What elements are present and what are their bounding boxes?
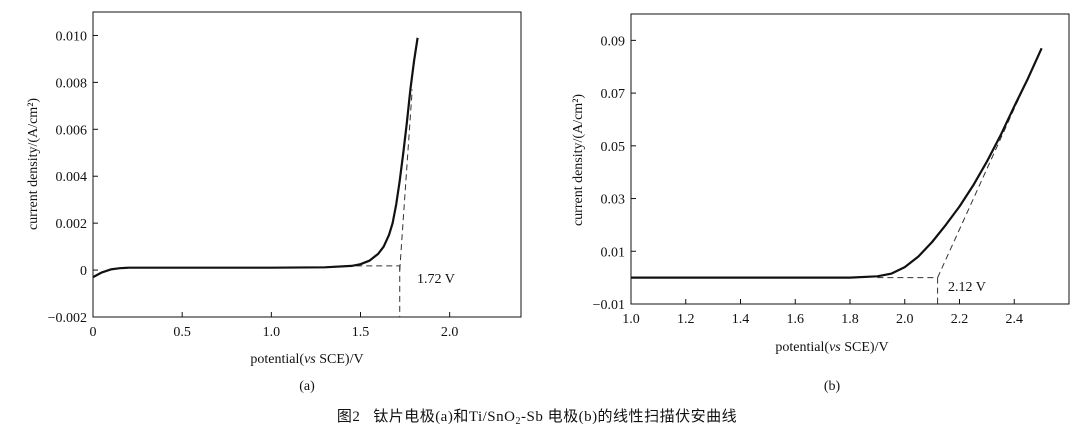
series-line-b: [631, 47, 1043, 279]
y-tick-label-b: 0.09: [601, 34, 626, 49]
x-tick-label-a: 1.5: [352, 325, 370, 340]
x-tick-label-b: 1.4: [732, 312, 750, 327]
annotation-a: 1.72 V: [417, 272, 455, 287]
plot-frame-b: [630, 13, 1070, 305]
y-tick-label-b: 0.01: [601, 245, 626, 260]
y-tick-label-a: 0.008: [56, 76, 88, 91]
panel-b: 1.0 1.2 1.4 1.6 1.8 2.0 2.2 2.4 −0.01 0.01 0.03 0.0…: [571, 13, 1070, 394]
x-tick-label-b: 2.2: [951, 312, 969, 327]
x-tick-label-b: 2.0: [896, 312, 914, 327]
y-tick-label-a: 0.010: [56, 29, 88, 44]
series-a: [92, 37, 419, 279]
y-tick-label-b: 0.07: [601, 87, 626, 102]
y-tick-label-b: −0.01: [593, 298, 625, 313]
y-tick-label-a: 0: [80, 264, 87, 279]
y-axis-label-b: current density/(A/cm²): [571, 94, 586, 226]
panel-label-a: (a): [299, 379, 315, 394]
x-tick-label-b: 1.0: [622, 312, 640, 327]
axis-ticks-b: 1.0 1.2 1.4 1.6 1.8 2.0 2.2 2.4 −0.01 0.01 0.03 0.0…: [593, 34, 1023, 327]
x-tick-label-b: 1.2: [677, 312, 695, 327]
axis-ticks-a: 0 0.5 1.0 1.5 2.0−0.00200.0020.0040.0060.008…: [48, 29, 459, 340]
caption-fig-number: 图2: [336, 409, 361, 425]
annotation-b: 2.12 V: [948, 280, 986, 295]
x-tick-label-a: 0: [90, 325, 97, 340]
x-tick-label-a: 0.5: [173, 325, 191, 340]
y-tick-label-b: 0.03: [601, 193, 626, 208]
figure-caption: 图2 钛片电极(a)和Ti/SnO2-Sb 电极(b)的线性扫描伏安曲线: [0, 405, 1074, 427]
caption-text-a: 钛片电极(a)和Ti/SnO: [373, 409, 516, 425]
x-tick-label-a: 1.0: [263, 325, 281, 340]
y-tick-label-a: 0.006: [56, 123, 88, 138]
panel-a: 0 0.5 1.0 1.5 2.0−0.00200.0020.0040.0060.008…: [26, 11, 522, 394]
x-tick-label-b: 1.8: [841, 312, 859, 327]
series-b: [631, 47, 1043, 279]
tangent-line-a: [399, 89, 413, 271]
y-tick-label-a: 0.004: [56, 170, 88, 185]
series-line-a: [92, 37, 419, 279]
caption-subscript: 2: [515, 416, 521, 427]
guides-a: [346, 89, 413, 317]
x-tick-label-b: 2.4: [1006, 312, 1024, 327]
x-axis-label-a: potential(vs SCE)/V: [250, 352, 363, 367]
y-tick-label-b: 0.05: [601, 140, 626, 155]
y-tick-label-a: 0.002: [56, 217, 88, 232]
y-tick-label-a: −0.002: [48, 311, 87, 326]
caption-text-b: -Sb 电极(b)的线性扫描伏安曲线: [520, 409, 738, 425]
panel-label-b: (b): [824, 379, 841, 394]
plot-frame-a: [92, 11, 522, 318]
figure-canvas: 0 0.5 1.0 1.5 2.0−0.00200.0020.0040.0060.008…: [26, 11, 1070, 394]
x-axis-label-b: potential(vs SCE)/V: [775, 340, 888, 355]
x-tick-label-b: 1.6: [787, 312, 805, 327]
guides-b: [877, 48, 1043, 304]
x-tick-label-a: 2.0: [441, 325, 459, 340]
tangent-line-b: [937, 48, 1043, 278]
y-axis-label-a: current density/(A/cm²): [26, 98, 41, 230]
